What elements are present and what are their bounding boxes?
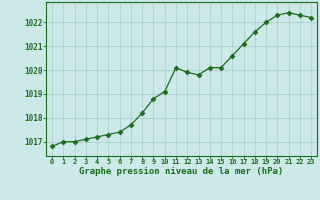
X-axis label: Graphe pression niveau de la mer (hPa): Graphe pression niveau de la mer (hPa) (79, 167, 284, 176)
